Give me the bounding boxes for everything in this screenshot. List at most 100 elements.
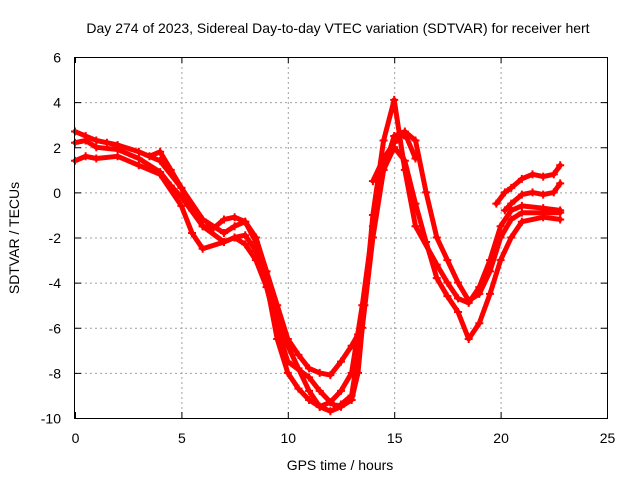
data-point: [517, 190, 526, 199]
data-point: [326, 398, 335, 407]
data-point: [251, 238, 260, 247]
data-point: [517, 201, 526, 210]
data-point: [230, 233, 239, 242]
data-point: [368, 177, 377, 186]
data-point: [337, 400, 345, 409]
data-point: [241, 240, 250, 249]
data-point: [337, 357, 345, 366]
data-point: [166, 181, 175, 190]
axis-ticks: [75, 57, 608, 419]
data-point: [209, 224, 218, 233]
data-point: [496, 233, 505, 242]
data-point: [549, 188, 558, 197]
data-point: [198, 222, 207, 231]
data-point: [549, 170, 558, 179]
series-trace: [370, 131, 418, 184]
data-point: [379, 154, 388, 163]
data-point: [422, 238, 431, 247]
data-point: [411, 199, 420, 208]
data-point: [539, 213, 548, 222]
data-point: [305, 364, 314, 373]
data-point: [273, 301, 282, 310]
data-point: [528, 188, 537, 197]
data-point: [517, 217, 526, 226]
data-point: [443, 256, 452, 265]
data-point: [358, 301, 367, 310]
data-point: [134, 147, 143, 156]
data-point: [177, 201, 186, 210]
data-point: [134, 161, 143, 170]
data-point: [230, 213, 239, 222]
data-point: [315, 386, 324, 395]
series-trace: [72, 138, 563, 410]
data-point: [219, 215, 228, 224]
data-point: [326, 407, 335, 416]
data-point: [283, 368, 292, 377]
data-point: [464, 296, 473, 305]
data-point: [379, 136, 388, 145]
x-axis-title: GPS time / hours: [287, 457, 394, 473]
data-point: [177, 183, 186, 192]
data-point: [464, 335, 473, 344]
data-point: [305, 395, 314, 404]
data-point: [556, 208, 565, 217]
y-tick-label: -2: [49, 230, 62, 246]
data-point: [230, 222, 239, 231]
tick-labels: 0 5 10 15 20 25 -10 -8 -6 -4 -2 0 2 4 6: [41, 50, 616, 447]
series-trace: [72, 129, 563, 410]
series-arc-5: [368, 129, 420, 186]
chart-title: Day 274 of 2023, Sidereal Day-to-day VTE…: [86, 20, 589, 36]
data-point: [528, 170, 537, 179]
data-point: [198, 244, 207, 253]
data-point: [507, 233, 516, 242]
data-point: [496, 256, 505, 265]
data-point: [102, 138, 111, 147]
data-point: [556, 179, 565, 188]
data-point: [354, 330, 363, 339]
data-point: [454, 294, 463, 303]
data-point: [315, 402, 324, 411]
x-tick-label: 10: [281, 430, 297, 446]
series-arc-7: [500, 179, 565, 215]
data-point: [166, 165, 175, 174]
data-point: [156, 147, 165, 156]
data-point: [390, 138, 399, 147]
data-point: [517, 208, 526, 217]
data-point: [347, 341, 356, 350]
data-point: [92, 143, 101, 152]
data-point: [432, 233, 441, 242]
x-tick-label: 0: [72, 430, 80, 446]
data-point: [496, 222, 505, 231]
data-point: [556, 161, 565, 170]
data-point: [390, 95, 399, 104]
data-point: [411, 136, 420, 145]
x-tick-label: 20: [493, 430, 509, 446]
data-point: [294, 384, 303, 393]
data-point: [92, 136, 101, 145]
data-point: [145, 152, 154, 161]
data-point: [347, 368, 356, 377]
data-point: [262, 267, 271, 276]
data-point: [241, 231, 250, 240]
data-point: [305, 373, 314, 382]
data-point: [454, 307, 463, 316]
data-series: [71, 95, 565, 416]
x-tick-label: 15: [387, 430, 403, 446]
plot-frame: [74, 57, 608, 419]
data-point: [507, 199, 516, 208]
data-point: [332, 402, 341, 411]
x-tick-label: 25: [600, 430, 616, 446]
y-tick-label: -8: [49, 365, 62, 381]
data-point: [539, 190, 548, 199]
data-point: [485, 289, 494, 298]
data-point: [507, 215, 516, 224]
y-tick-label: -4: [49, 275, 62, 291]
data-point: [485, 267, 494, 276]
y-tick-label: -6: [49, 320, 62, 336]
data-point: [422, 188, 431, 197]
data-point: [539, 172, 548, 181]
y-tick-label: 0: [53, 185, 61, 201]
data-point: [400, 156, 409, 165]
data-point: [81, 136, 90, 145]
